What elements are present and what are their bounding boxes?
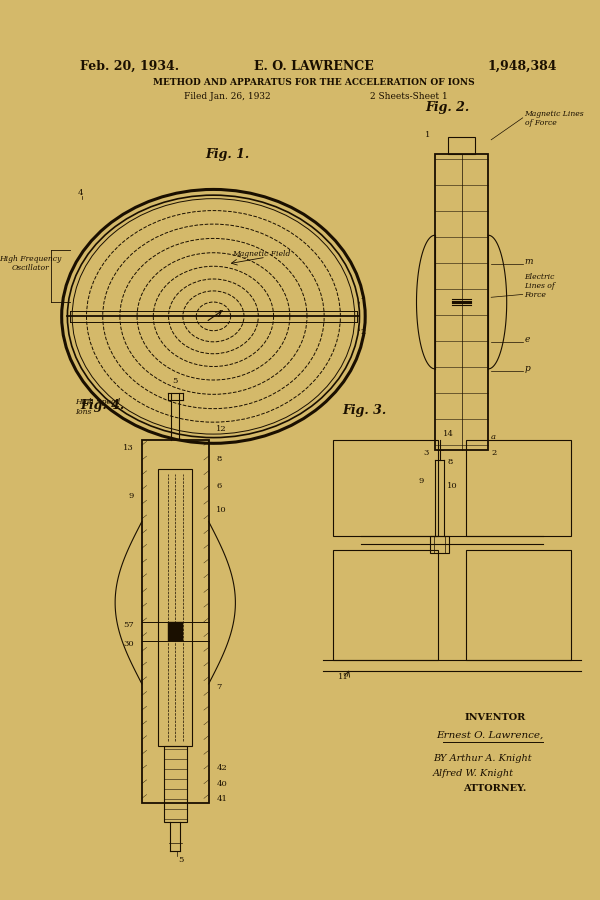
Text: Feb. 20, 1934.: Feb. 20, 1934.: [80, 59, 179, 73]
Text: METHOD AND APPARATUS FOR THE ACCELERATION OF IONS: METHOD AND APPARATUS FOR THE ACCELERATIO…: [153, 78, 475, 87]
Text: Fig. 3.: Fig. 3.: [342, 403, 386, 417]
Text: Electric
Lines of
Force: Electric Lines of Force: [524, 273, 556, 300]
Text: BY Arthur A. Knight: BY Arthur A. Knight: [433, 754, 532, 763]
Text: 13: 13: [124, 444, 134, 452]
Text: 41: 41: [217, 796, 227, 803]
Text: m: m: [524, 256, 533, 266]
Text: 57: 57: [124, 621, 134, 628]
Text: Fig. 2.: Fig. 2.: [425, 101, 469, 114]
Text: 4: 4: [78, 189, 83, 197]
Text: 8: 8: [217, 455, 221, 464]
Text: 10: 10: [447, 482, 458, 491]
Text: a: a: [491, 433, 496, 440]
Bar: [333, 550, 438, 660]
Text: Fig. 4.: Fig. 4.: [80, 399, 124, 412]
Text: Ernest O. Lawrence,: Ernest O. Lawrence,: [437, 731, 544, 740]
Text: High Frequency
Oscillator: High Frequency Oscillator: [0, 256, 61, 273]
Text: 8: 8: [447, 458, 452, 466]
Bar: [333, 440, 438, 536]
Text: 42: 42: [217, 764, 227, 771]
Text: 14: 14: [443, 429, 454, 437]
Text: Magnetic Lines
of Force: Magnetic Lines of Force: [524, 111, 584, 128]
Text: 30: 30: [124, 640, 134, 648]
Text: Filed Jan. 26, 1932: Filed Jan. 26, 1932: [184, 93, 271, 102]
Bar: [466, 440, 571, 536]
Text: 5: 5: [178, 856, 184, 864]
Bar: [435, 154, 488, 450]
Text: 2: 2: [361, 328, 365, 336]
Text: Fig. 1.: Fig. 1.: [206, 148, 250, 161]
Bar: [164, 746, 187, 823]
Bar: [167, 622, 183, 641]
Text: 2: 2: [491, 449, 496, 457]
Text: e: e: [524, 335, 530, 344]
Text: INVENTOR: INVENTOR: [464, 713, 526, 722]
Text: 9: 9: [129, 491, 134, 500]
Text: 7: 7: [217, 682, 221, 690]
Text: 1,948,384: 1,948,384: [488, 59, 557, 73]
Text: 40: 40: [217, 780, 227, 788]
Text: Alfred W. Knight: Alfred W. Knight: [433, 770, 514, 778]
Text: High Speed
Ions: High Speed Ions: [75, 399, 120, 416]
Text: 3: 3: [424, 449, 429, 457]
Text: p: p: [524, 364, 530, 373]
Text: r: r: [218, 308, 222, 316]
Text: 1: 1: [361, 293, 366, 302]
Text: 11: 11: [338, 673, 349, 681]
Text: 10: 10: [217, 506, 227, 514]
Text: 1: 1: [425, 130, 431, 139]
Bar: [430, 536, 449, 554]
Text: 5: 5: [173, 377, 178, 385]
Bar: [158, 469, 193, 746]
Text: E. O. LAWRENCE: E. O. LAWRENCE: [254, 59, 374, 73]
Text: Magnetic Field: Magnetic Field: [233, 250, 291, 258]
Bar: [448, 137, 475, 154]
Text: 6: 6: [217, 482, 221, 491]
Text: ATTORNEY.: ATTORNEY.: [463, 784, 527, 793]
Text: 9: 9: [419, 477, 424, 485]
Bar: [466, 550, 571, 660]
Text: 2 Sheets-Sheet 1: 2 Sheets-Sheet 1: [370, 93, 448, 102]
Text: 12: 12: [217, 425, 227, 433]
Bar: [142, 440, 209, 803]
